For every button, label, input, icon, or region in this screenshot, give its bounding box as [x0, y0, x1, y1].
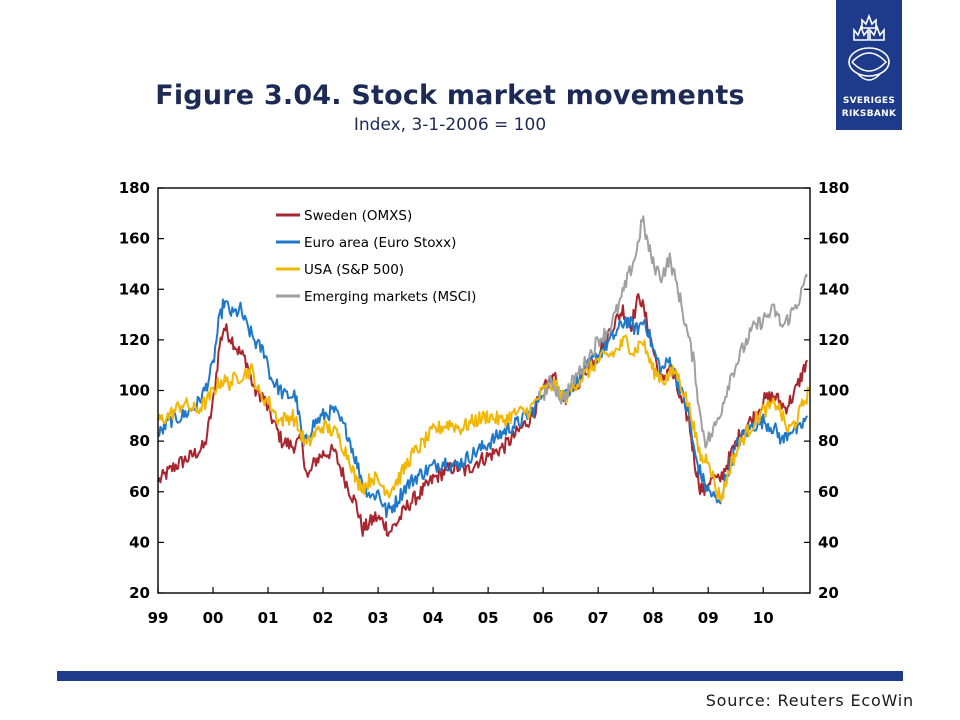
source-note: Source: Reuters EcoWin	[705, 691, 914, 710]
y-tick-label-right: 40	[818, 533, 839, 551]
series-line-1	[157, 293, 809, 537]
y-tick-label-right: 120	[818, 331, 849, 349]
x-tick-label: 08	[643, 609, 664, 627]
y-tick-label-right: 160	[818, 230, 849, 248]
y-tick-label-left: 160	[119, 230, 150, 248]
series-line-4	[542, 215, 809, 449]
x-tick-label: 99	[148, 609, 169, 627]
y-tick-label-left: 140	[119, 280, 150, 298]
series-line-3	[157, 334, 811, 503]
legend: Sweden (OMXS) Euro area (Euro Stoxx) USA (…	[270, 201, 510, 311]
legend-background	[270, 201, 510, 311]
riksbank-logo: SVERIGES RIKSBANK	[836, 0, 902, 130]
y-tick-label-right: 180	[818, 179, 849, 197]
y-tick-label-right: 100	[818, 382, 849, 400]
y-tick-label-left: 20	[129, 584, 150, 602]
legend-label-2: Euro area (Euro Stoxx)	[304, 235, 456, 251]
series-line-2	[157, 298, 809, 519]
y-tick-label-left: 60	[129, 483, 150, 501]
x-tick-label: 02	[313, 609, 334, 627]
x-tick-label: 07	[588, 609, 609, 627]
x-tick-label: 05	[478, 609, 499, 627]
x-tick-label: 00	[203, 609, 224, 627]
x-tick-label: 04	[423, 609, 444, 627]
x-tick-label: 06	[533, 609, 554, 627]
y-tick-label-left: 120	[119, 331, 150, 349]
y-tick-label-right: 60	[818, 483, 839, 501]
y-tick-label-right: 140	[818, 280, 849, 298]
page-subtitle: Index, 3-1-2006 = 100	[353, 115, 547, 135]
y-tick-label-right: 20	[818, 584, 839, 602]
x-tick-label: 10	[753, 609, 774, 627]
legend-label-1: Sweden (OMXS)	[304, 208, 412, 224]
page-title: Figure 3.04. Stock market movements	[155, 80, 745, 111]
title-block: Figure 3.04. Stock market movements Inde…	[0, 80, 900, 135]
legend-label-3: USA (S&P 500)	[304, 262, 404, 278]
x-tick-label: 03	[368, 609, 389, 627]
y-tick-label-left: 180	[119, 179, 150, 197]
y-tick-label-right: 80	[818, 432, 839, 450]
legend-label-4: Emerging markets (MSCI)	[304, 289, 476, 305]
crown-emblem-icon	[848, 13, 890, 81]
y-tick-label-left: 40	[129, 533, 150, 551]
footer-bar	[57, 671, 903, 681]
y-tick-label-left: 80	[129, 432, 150, 450]
y-tick-label-left: 100	[119, 382, 150, 400]
x-tick-label: 01	[258, 609, 279, 627]
x-tick-label: 09	[698, 609, 719, 627]
series-layer	[157, 215, 811, 537]
logo-line1: SVERIGES	[842, 96, 896, 106]
logo-line2: RIKSBANK	[841, 109, 897, 119]
